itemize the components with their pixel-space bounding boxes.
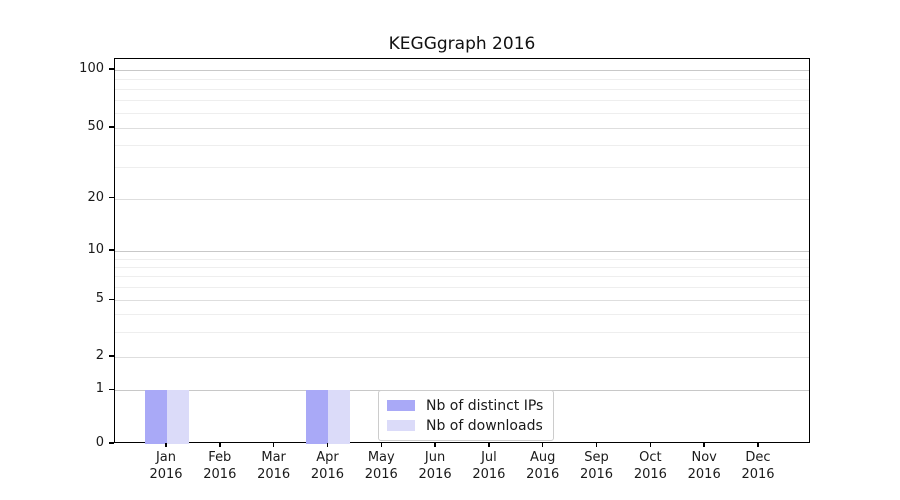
x-axis-tick: [219, 443, 221, 447]
x-axis-tick-label: Sep 2016: [579, 450, 614, 482]
y-axis-tick-label: 5: [95, 291, 104, 307]
y-axis-tick-label: 50: [87, 118, 104, 134]
gridline-major: [115, 251, 809, 253]
gridline-major: [115, 198, 809, 200]
x-axis-tick: [434, 443, 436, 447]
legend: Nb of distinct IPs Nb of downloads: [378, 390, 555, 441]
y-axis-tick-label: 1: [95, 381, 104, 397]
y-axis-tick: [109, 68, 114, 70]
y-axis-tick: [109, 298, 114, 301]
x-axis-tick-label: Feb 2016: [203, 450, 237, 482]
y-axis-tick-label: 100: [79, 61, 104, 77]
plot-area: [114, 58, 810, 444]
x-axis-tick: [272, 443, 275, 447]
x-axis-tick: [649, 443, 652, 447]
x-axis-tick: [757, 443, 759, 447]
y-axis-tick: [109, 126, 114, 128]
gridline-minor: [115, 266, 809, 268]
gridline-major: [115, 127, 809, 129]
x-axis-tick-label: Apr 2016: [310, 450, 344, 482]
legend-label-downloads: Nb of downloads: [426, 417, 543, 434]
gridline-minor: [115, 99, 809, 101]
x-axis-tick-label: Mar 2016: [257, 450, 291, 482]
gridline-minor: [115, 145, 809, 147]
x-axis-tick-label: Oct 2016: [633, 450, 667, 482]
x-axis-tick-label: Dec 2016: [741, 450, 775, 482]
gridline-major: [115, 356, 809, 358]
y-axis-tick: [109, 197, 114, 199]
gridline-minor: [115, 88, 809, 90]
y-axis-tick-label: 2: [95, 347, 104, 363]
chart-title: KEGGgraph 2016: [388, 34, 536, 54]
x-axis-tick-label: Jan 2016: [149, 450, 183, 482]
x-axis-tick: [326, 443, 329, 447]
legend-item-distinct-ips: Nb of distinct IPs: [387, 397, 543, 414]
x-axis-tick: [703, 443, 705, 447]
gridline-minor: [115, 112, 809, 114]
bar-downloads: [167, 390, 189, 444]
y-axis-tick: [109, 355, 114, 357]
legend-label-distinct-ips: Nb of distinct IPs: [426, 397, 544, 414]
gridline-minor: [115, 314, 809, 316]
gridline-minor: [115, 78, 809, 80]
gridline-minor: [115, 331, 809, 333]
gridline-minor: [115, 287, 809, 289]
y-axis-tick: [109, 249, 114, 251]
x-axis-tick: [595, 443, 598, 447]
gridline-minor: [115, 276, 809, 278]
x-axis-tick-label: Aug 2016: [526, 450, 560, 482]
y-axis-tick-label: 0: [95, 435, 104, 450]
x-axis-tick: [380, 443, 382, 447]
y-axis-tick: [109, 442, 114, 444]
x-axis-tick: [488, 443, 490, 447]
gridline-minor: [115, 258, 809, 260]
x-axis-tick: [542, 443, 544, 447]
gridline-minor: [115, 167, 809, 169]
legend-swatch-distinct-ips-icon: [387, 400, 415, 411]
legend-item-downloads: Nb of downloads: [387, 417, 543, 434]
x-axis-tick-label: May 2016: [364, 450, 398, 482]
bar-distinct-ips: [306, 390, 329, 444]
bar-distinct-ips: [145, 390, 167, 444]
legend-swatch-downloads-icon: [387, 420, 415, 431]
x-axis-tick-label: Nov 2016: [687, 450, 721, 482]
gridline-major: [115, 70, 809, 72]
x-axis-tick: [165, 443, 167, 447]
y-axis-tick: [109, 388, 114, 391]
y-axis-tick-label: 10: [87, 242, 104, 258]
x-axis-tick-label: Jun 2016: [418, 450, 452, 482]
gridline-major: [115, 300, 809, 302]
bar-downloads: [328, 390, 351, 444]
x-axis-tick-label: Jul 2016: [472, 450, 506, 482]
y-axis-tick-label: 20: [87, 189, 104, 205]
